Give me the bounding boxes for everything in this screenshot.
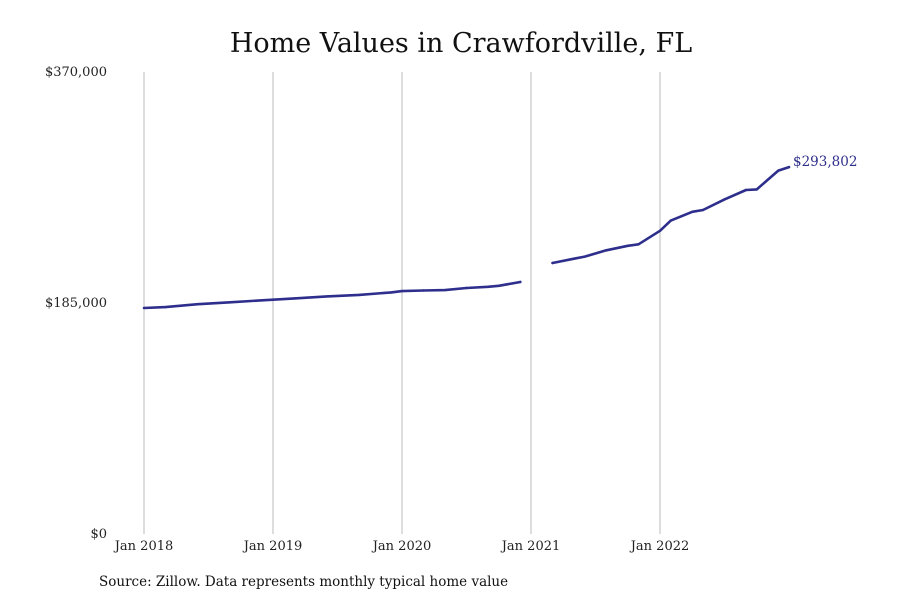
data-point [486, 285, 490, 288]
data-point [293, 297, 296, 300]
data-point [777, 169, 780, 172]
data-point [465, 286, 468, 290]
x-tick-label: Jan 2018 [113, 539, 174, 554]
data-point [787, 165, 791, 169]
x-tick-label: Jan 2021 [500, 539, 561, 554]
x-tick-label: Jan 2020 [371, 539, 432, 554]
y-tick-label: $185,000 [45, 296, 107, 311]
data-point [637, 243, 640, 246]
y-tick-label: $0 [90, 527, 107, 542]
data-point [701, 208, 705, 212]
chart-title: Home Values in Crawfordville, FL [230, 28, 692, 59]
x-tick-label: Jan 2019 [242, 539, 303, 554]
data-point [572, 257, 576, 260]
y-axis: $0 $185,000 $370,000 [45, 65, 107, 542]
series-line-segment-2 [551, 165, 791, 265]
x-tick-label: Jan 2022 [629, 539, 690, 554]
series-home-values [142, 165, 791, 310]
data-point [583, 255, 586, 258]
data-point [691, 210, 694, 213]
data-point [658, 229, 662, 232]
y-tick-label: $370,000 [45, 65, 107, 80]
data-point [422, 289, 425, 292]
x-axis: Jan 2018 Jan 2019 Jan 2020 Jan 2021 Jan 2022 [113, 539, 690, 554]
data-point [164, 305, 167, 309]
data-point [196, 303, 199, 306]
data-point [228, 301, 232, 304]
source-note: Source: Zillow. Data represents monthly … [99, 574, 508, 590]
data-point [357, 293, 361, 297]
data-point [325, 295, 328, 298]
data-point [261, 299, 264, 302]
data-point [519, 280, 522, 284]
grid [143, 72, 661, 534]
data-point [551, 261, 554, 265]
data-point [744, 188, 748, 192]
data-point [626, 244, 629, 247]
data-point [605, 249, 608, 252]
data-point [390, 291, 393, 294]
data-point [766, 178, 769, 182]
data-point [497, 284, 500, 287]
data-point [723, 198, 726, 201]
end-value-label: $293,802 [793, 154, 857, 170]
data-point [142, 306, 146, 310]
data-point [669, 219, 672, 222]
data-point [755, 188, 758, 191]
data-point [443, 288, 447, 292]
data-point [400, 289, 404, 293]
series-line-segment-1 [142, 280, 522, 310]
